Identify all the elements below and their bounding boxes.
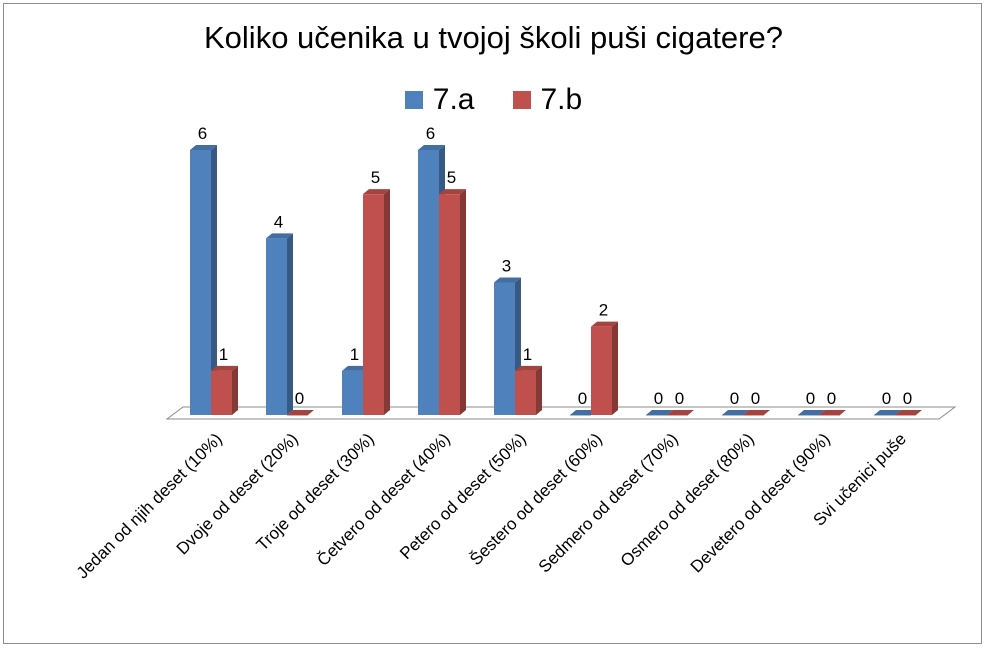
bar-2-6 bbox=[591, 326, 612, 415]
bar-2-8 bbox=[743, 415, 764, 416]
bar-2-9 bbox=[819, 415, 840, 416]
bar-top-2-5 bbox=[515, 365, 542, 371]
bar-2-2 bbox=[287, 415, 308, 416]
bar-top-2-1 bbox=[211, 365, 238, 371]
data-label-2-6: 2 bbox=[599, 301, 608, 320]
legend-swatch-series-1 bbox=[404, 91, 423, 109]
legend-item-series-2: 7.b bbox=[512, 83, 583, 117]
legend-item-series-1: 7.a bbox=[404, 83, 475, 117]
bar-top-2-9 bbox=[819, 410, 846, 415]
bar-side-2-4 bbox=[460, 189, 466, 415]
bar-top-1-9 bbox=[798, 410, 825, 415]
bar-top-1-5 bbox=[494, 277, 521, 283]
x-tick-label-9: Devetero od deset (90%) bbox=[687, 429, 834, 576]
legend-label-series-2: 7.b bbox=[540, 83, 583, 116]
data-label-1-4: 6 bbox=[426, 124, 435, 143]
bar-2-4 bbox=[439, 194, 460, 415]
data-label-2-7: 0 bbox=[675, 389, 684, 408]
bar-1-7 bbox=[646, 415, 667, 416]
data-label-1-5: 3 bbox=[502, 257, 511, 276]
bar-1-8 bbox=[722, 415, 743, 416]
data-label-1-8: 0 bbox=[730, 389, 739, 408]
legend-swatch-series-2 bbox=[512, 91, 531, 109]
bar-top-1-2 bbox=[266, 233, 293, 239]
bar-1-10 bbox=[874, 415, 895, 416]
bar-top-2-3 bbox=[363, 189, 390, 195]
data-label-2-10: 0 bbox=[903, 389, 912, 408]
data-label-1-1: 6 bbox=[198, 124, 207, 143]
bar-2-1 bbox=[211, 370, 232, 415]
bar-1-9 bbox=[798, 415, 819, 416]
data-label-2-4: 5 bbox=[447, 168, 456, 187]
data-label-2-5: 1 bbox=[523, 345, 532, 364]
bar-1-4 bbox=[418, 150, 439, 415]
bar-top-1-8 bbox=[722, 410, 749, 415]
bar-top-2-6 bbox=[591, 321, 618, 327]
x-tick-label-6: Šestero od deset (60%) bbox=[466, 429, 606, 569]
bar-top-2-10 bbox=[895, 410, 922, 415]
x-tick-label-7: Sedmero od deset (70%) bbox=[535, 429, 682, 576]
bar-top-1-6 bbox=[570, 410, 597, 415]
data-label-2-1: 1 bbox=[219, 345, 228, 364]
bar-top-1-1 bbox=[190, 145, 217, 150]
x-tick-label-1: Jedan od njih deset (10%) bbox=[73, 429, 226, 582]
bar-2-3 bbox=[363, 194, 384, 415]
bar-top-1-7 bbox=[646, 410, 673, 415]
chart-legend: 7.a 7.b bbox=[0, 82, 987, 118]
x-tick-label-8: Osmero od deset (80%) bbox=[617, 429, 758, 570]
data-label-1-10: 0 bbox=[882, 389, 891, 408]
bar-side-2-5 bbox=[536, 365, 542, 415]
data-label-1-9: 0 bbox=[806, 389, 815, 408]
bar-side-1-1 bbox=[211, 145, 217, 415]
bar-side-2-6 bbox=[612, 321, 618, 415]
x-tick-label-5: Petero od deset (50%) bbox=[396, 429, 530, 563]
bar-1-1 bbox=[190, 150, 211, 415]
bar-top-1-10 bbox=[874, 410, 901, 415]
bar-1-5 bbox=[494, 282, 515, 415]
data-label-1-6: 0 bbox=[578, 389, 587, 408]
data-label-1-7: 0 bbox=[654, 389, 663, 408]
legend-label-series-1: 7.a bbox=[432, 83, 475, 116]
data-label-2-9: 0 bbox=[827, 389, 836, 408]
data-label-2-2: 0 bbox=[295, 389, 304, 408]
bar-top-2-7 bbox=[667, 410, 694, 415]
x-tick-label-4: Četvero od deset (40%) bbox=[313, 429, 453, 569]
bar-1-3 bbox=[342, 370, 363, 415]
bar-top-2-2 bbox=[287, 410, 314, 415]
chart-frame bbox=[3, 3, 982, 644]
chart-title: Koliko učenika u tvojoj školi puši cigat… bbox=[204, 20, 783, 55]
data-label-2-8: 0 bbox=[751, 389, 760, 408]
data-label-1-2: 4 bbox=[274, 212, 283, 231]
bar-2-10 bbox=[895, 415, 916, 416]
bar-1-2 bbox=[266, 238, 287, 415]
bar-top-2-8 bbox=[743, 410, 770, 415]
bar-side-1-2 bbox=[287, 233, 293, 415]
bar-side-2-3 bbox=[384, 189, 390, 415]
bar-top-1-3 bbox=[342, 365, 369, 371]
data-label-1-3: 1 bbox=[350, 345, 359, 364]
bar-side-2-1 bbox=[232, 365, 238, 415]
data-label-2-3: 5 bbox=[371, 168, 380, 187]
bar-top-2-4 bbox=[439, 189, 466, 195]
bar-1-6 bbox=[570, 415, 591, 416]
bar-top-1-4 bbox=[418, 145, 445, 150]
bar-2-5 bbox=[515, 370, 536, 415]
bar-2-7 bbox=[667, 415, 688, 416]
